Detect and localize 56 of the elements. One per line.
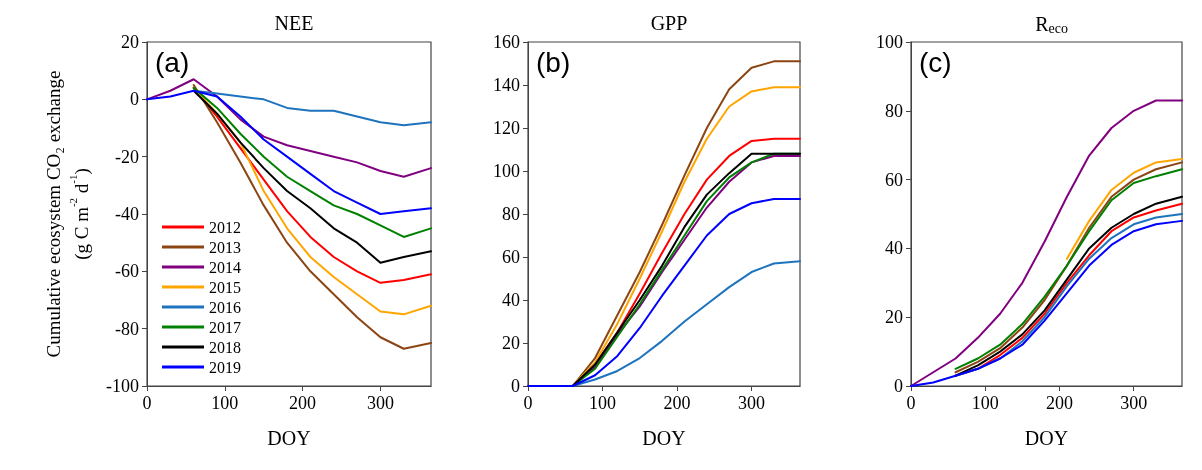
y-tick-label: -40	[115, 204, 139, 224]
legend-label: 2015	[209, 278, 241, 296]
x-axis-title: DOY	[1024, 427, 1069, 449]
y-tick-label: 40	[885, 238, 903, 259]
y-tick-label: -20	[115, 146, 139, 167]
y-tick-label: 80	[502, 204, 520, 224]
annotation: (c)	[919, 46, 952, 78]
y-tick-label: 20	[885, 307, 903, 328]
x-tick-label: 100	[211, 393, 239, 413]
y-tick-label: 0	[511, 376, 520, 396]
chart-title: NEE	[274, 12, 314, 34]
line-series	[146, 89, 432, 215]
legend-label: 2012	[209, 218, 241, 236]
annotation: (a)	[155, 46, 190, 78]
x-tick-label: 0	[523, 393, 533, 413]
x-tick-label: 300	[1120, 393, 1148, 413]
x-tick-label: 200	[1045, 393, 1073, 413]
y-tick-label: 40	[502, 290, 520, 310]
y-tick-label: 100	[876, 32, 903, 52]
legend-label: 2018	[209, 338, 241, 356]
x-axis-title: DOY	[267, 427, 311, 449]
legend-label: 2013	[209, 238, 241, 256]
x-tick-label: 100	[971, 393, 999, 413]
y-tick-label: 20	[502, 333, 520, 353]
legend-label: 2014	[209, 258, 241, 276]
y-tick-label: 120	[493, 118, 520, 138]
legend-label: 2016	[209, 298, 241, 316]
y-tick-label: -100	[106, 376, 139, 396]
y-tick-label: 20	[121, 32, 139, 52]
x-tick-label: 300	[738, 393, 766, 413]
x-tick-label: 0	[906, 393, 916, 413]
y-tick-label: 60	[885, 169, 903, 190]
annotation: (b)	[536, 46, 571, 78]
y-tick-label: 60	[502, 247, 520, 267]
x-axis-title: DOY	[642, 427, 686, 449]
x-tick-label: 0	[142, 393, 152, 413]
x-tick-label: 200	[663, 393, 691, 413]
y-tick-label: 80	[885, 100, 903, 121]
chart-title: GPP	[650, 12, 688, 34]
y-tick-label: 100	[493, 161, 520, 181]
y-tick-label: 140	[493, 75, 520, 95]
y-tick-label: -60	[115, 261, 139, 282]
y-tick-label: -80	[115, 318, 139, 339]
line-series	[146, 78, 432, 178]
x-tick-label: 200	[289, 393, 317, 413]
y-tick-label: 0	[130, 89, 139, 110]
line-series	[192, 86, 432, 238]
x-tick-label: 300	[366, 393, 394, 413]
line-series	[1065, 157, 1183, 260]
x-tick-label: 100	[589, 393, 617, 413]
chart-title: Reco	[1035, 13, 1068, 36]
legend-label: 2019	[209, 358, 241, 376]
y-tick-label: 0	[894, 376, 903, 396]
y-tick-label: 160	[493, 32, 520, 52]
legend-label: 2017	[209, 318, 241, 336]
line-series	[571, 260, 801, 387]
